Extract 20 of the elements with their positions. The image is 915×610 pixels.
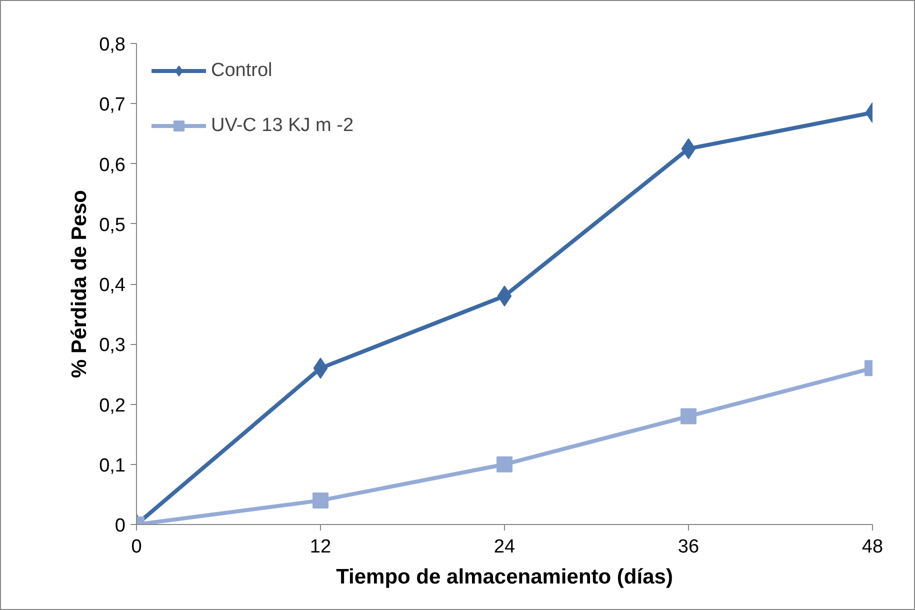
- x-axis-title: Tiempo de almacenamiento (días): [336, 566, 673, 588]
- legend-label: Control: [211, 60, 272, 82]
- y-tick-label: 0,2: [99, 395, 126, 416]
- y-tick-label: 0,5: [99, 214, 126, 236]
- y-tick-label: 0,6: [99, 154, 126, 176]
- y-tick-label: 0,3: [99, 335, 126, 356]
- y-tick-label: 0,7: [99, 94, 126, 116]
- x-tick-label: 24: [494, 536, 516, 558]
- y-tick-label: 0,1: [99, 455, 126, 476]
- y-tick-label: 0,4: [99, 275, 126, 296]
- x-tick-label: 12: [310, 536, 332, 558]
- legend-label: UV-C 13 KJ m -2: [211, 114, 354, 136]
- point: [312, 492, 328, 508]
- x-tick-label: 48: [862, 536, 884, 558]
- x-tick-label: 36: [678, 536, 700, 558]
- y-tick-label: 0: [114, 516, 126, 536]
- y-tick-label: 0,8: [99, 34, 126, 56]
- y-axis-title: % Pérdida de Peso: [68, 190, 92, 378]
- point: [496, 456, 512, 472]
- x-tick-label: 0: [131, 536, 142, 558]
